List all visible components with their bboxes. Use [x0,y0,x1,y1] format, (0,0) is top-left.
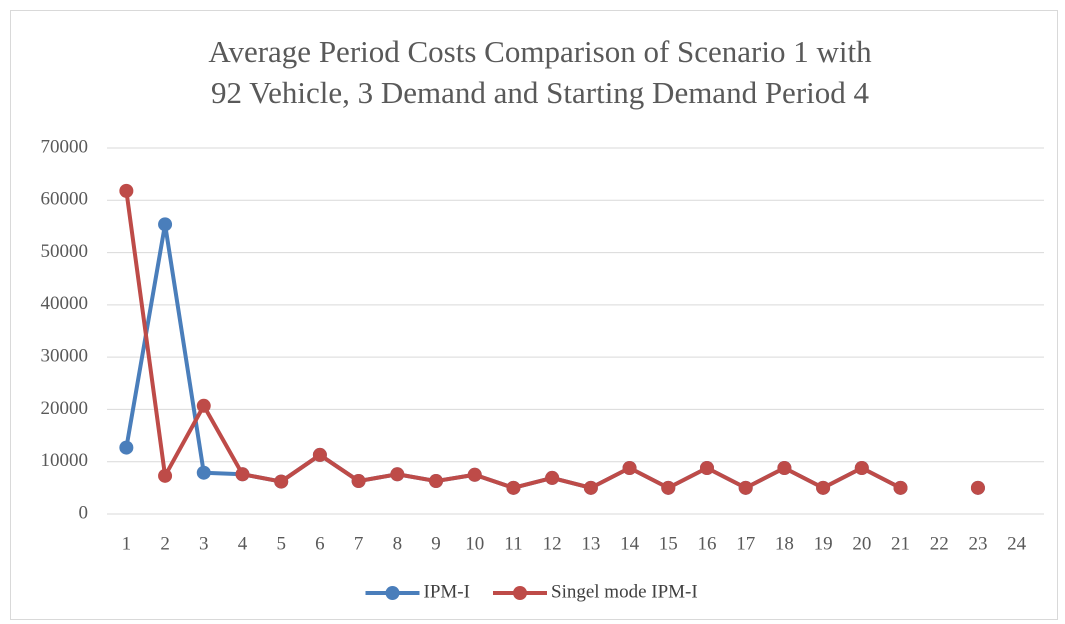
point [158,217,173,232]
chart-title: Average Period Costs Comparison of Scena… [208,34,872,69]
point [312,447,327,462]
x-tick-label: 23 [968,533,987,554]
x-tick-label: 9 [431,533,441,554]
y-tick-label: 30000 [41,346,89,367]
point [119,183,134,198]
x-tick-label: 15 [659,533,678,554]
x-tick-label: 8 [393,533,403,554]
x-tick-label: 20 [852,533,871,554]
x-tick-label: 16 [697,533,716,554]
y-tick-label: 40000 [41,293,89,314]
x-tick-label: 4 [238,533,248,554]
y-tick-label: 20000 [41,398,89,419]
y-tick-label: 70000 [41,136,89,157]
point [545,470,560,485]
y-tick-label: 60000 [41,189,89,210]
y-tick-label: 10000 [41,450,89,471]
point [699,460,714,475]
point [196,398,211,413]
x-tick-label: 24 [1007,533,1027,554]
point [777,460,792,475]
point [119,440,134,455]
x-tick-label: 5 [276,533,286,554]
legend-label: IPM-I [424,581,470,602]
point [467,467,482,482]
point [235,467,250,482]
point [429,474,444,489]
x-tick-label: 21 [891,533,910,554]
point [351,474,366,489]
y-tick-label: 0 [79,502,89,523]
x-tick-label: 2 [160,533,170,554]
x-tick-label: 14 [620,533,640,554]
x-tick-label: 19 [814,533,833,554]
point [893,480,908,495]
point [622,460,637,475]
point [506,480,521,495]
x-tick-label: 10 [465,533,484,554]
chart-border [10,10,1058,620]
x-tick-label: 11 [504,533,522,554]
x-tick-label: 17 [736,533,755,554]
point [738,480,753,495]
chart-title: 92 Vehicle, 3 Demand and Starting Demand… [211,75,870,110]
point [970,480,985,495]
x-tick-label: 18 [775,533,794,554]
point [583,480,598,495]
legend-label: Singel mode IPM-I [551,581,698,602]
point [661,480,676,495]
x-tick-label: 6 [315,533,325,554]
point [854,460,869,475]
point [816,480,831,495]
point [274,474,289,489]
legend-marker [513,586,527,600]
x-tick-label: 1 [122,533,132,554]
point [158,468,173,483]
x-tick-label: 12 [543,533,562,554]
legend-marker [385,586,400,600]
y-tick-label: 50000 [41,241,89,262]
x-tick-label: 3 [199,533,209,554]
x-tick-label: 13 [581,533,600,554]
x-tick-label: 22 [930,533,949,554]
x-tick-label: 7 [354,533,364,554]
point [390,467,405,482]
point [196,465,211,480]
